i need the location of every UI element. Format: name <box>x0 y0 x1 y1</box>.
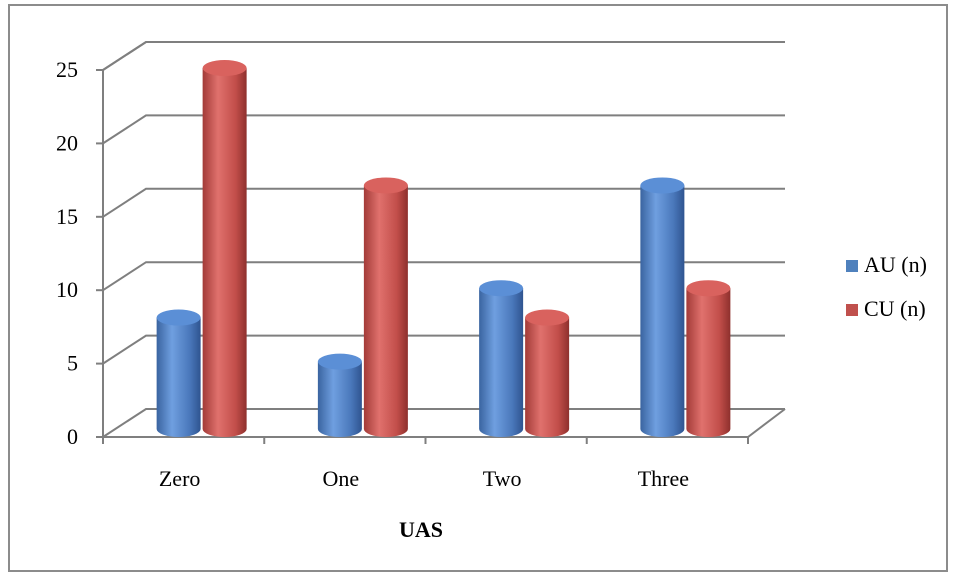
x-axis-label: UAS <box>399 517 443 542</box>
y-tick-label: 15 <box>56 204 78 229</box>
x-tick-label: Two <box>483 466 522 491</box>
gridline <box>102 261 785 292</box>
y-tick-label: 20 <box>56 130 78 155</box>
legend: AU (n) CU (n) <box>846 252 927 321</box>
gridline <box>102 187 785 218</box>
x-tick-label: One <box>323 466 360 491</box>
bar-zero-cu <box>202 60 247 437</box>
bar-two-cu <box>525 309 570 437</box>
bar-three-cu <box>686 280 731 437</box>
chart-frame <box>8 4 948 572</box>
bars <box>156 60 731 437</box>
gridline <box>102 41 785 71</box>
gridline <box>102 334 785 365</box>
bar-two-au <box>479 280 524 437</box>
legend-label: AU (n) <box>864 252 927 277</box>
y-tick-label: 0 <box>67 424 78 449</box>
y-axis-ticks: 0 5 10 15 20 25 <box>56 57 78 449</box>
legend-swatch <box>846 304 858 316</box>
gridlines <box>96 41 785 444</box>
legend-label: CU (n) <box>864 296 926 321</box>
bar-one-au <box>317 353 362 437</box>
gridline <box>102 114 785 145</box>
bar-zero-au <box>156 309 201 437</box>
gridline <box>102 408 785 438</box>
y-tick-label: 5 <box>67 351 78 376</box>
x-tick-label: Three <box>638 466 689 491</box>
y-tick-label: 10 <box>56 277 78 302</box>
x-axis-ticks: Zero One Two Three <box>159 466 689 491</box>
legend-swatch <box>846 260 858 272</box>
y-tick-label: 25 <box>56 57 78 82</box>
bar-three-au <box>640 177 685 437</box>
bar-one-cu <box>363 177 408 437</box>
x-tick-label: Zero <box>159 466 201 491</box>
